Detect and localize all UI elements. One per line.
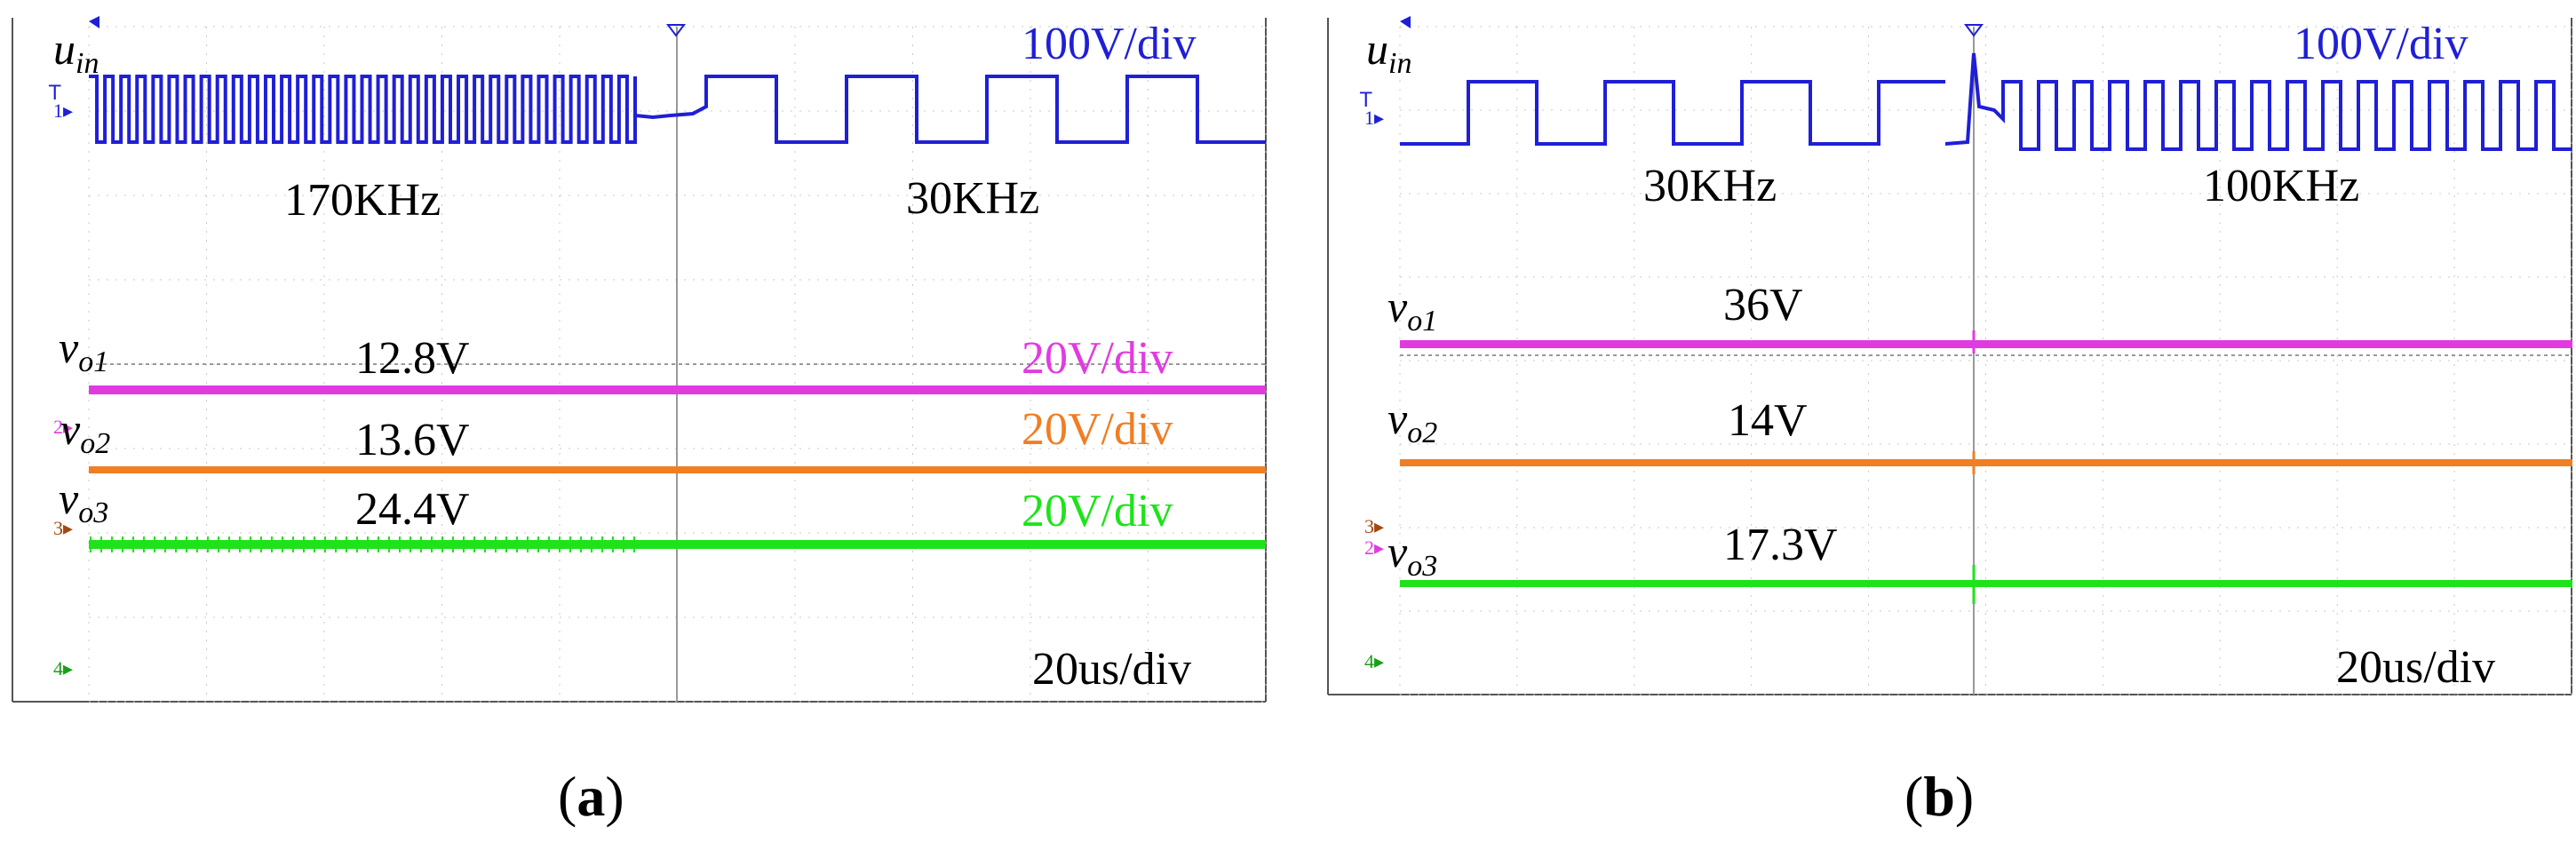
freq-label-b-2: 100KHz xyxy=(2203,161,2359,211)
scale-vo3-a: 20V/div xyxy=(1022,486,1173,536)
label-vo2-b: vo2 xyxy=(1387,393,1437,449)
ch3-marker-b: 3▸ xyxy=(1364,515,1384,537)
trace-uin-b xyxy=(1400,52,2572,151)
value-vo3-a: 24.4V xyxy=(355,484,470,535)
ch1-marker-b: 1▸ xyxy=(1364,107,1384,129)
trace-vo2-a xyxy=(89,466,1266,473)
scale-vo1-a: 20V/div xyxy=(1022,333,1173,384)
trigger-T-marker-a: T xyxy=(48,83,61,105)
trace-vo1-b xyxy=(1400,340,2572,348)
caption-a: (a) xyxy=(558,765,624,828)
grid-a xyxy=(88,26,1267,703)
value-vo1-b: 36V xyxy=(1723,280,1803,330)
label-vo3-a: vo3 xyxy=(59,473,108,529)
scope-panel-a: 1▸ T 2▸ 3▸ 4▸ uin 100V/div 170KHz 30KHz … xyxy=(0,0,1270,711)
label-vo3-b: vo3 xyxy=(1387,527,1437,583)
value-vo2-b: 14V xyxy=(1728,395,1808,446)
scope-panel-b: 1▸ T 3▸ 2▸ 4▸ uin 100V/div 30KHz 100KHz … xyxy=(1324,0,2576,711)
uin-scale-a: 100V/div xyxy=(1022,19,1196,69)
ch2-marker-a: 2▸ xyxy=(53,416,73,438)
scope-a-svg: 1▸ T 2▸ 3▸ 4▸ uin 100V/div 170KHz 30KHz … xyxy=(12,16,1267,703)
ch3-marker-a: 3▸ xyxy=(53,517,73,539)
trace-vo2-b xyxy=(1400,459,2572,466)
scale-vo2-a: 20V/div xyxy=(1022,404,1173,455)
freq-label-b-1: 30KHz xyxy=(1643,161,1777,211)
label-vo2-a: vo2 xyxy=(60,404,110,460)
ch1-offset-arrow-b xyxy=(1400,16,1411,28)
ch1-offset-arrow-a xyxy=(89,16,99,28)
label-vo1-a: vo1 xyxy=(59,322,108,378)
trigger-position-marker-a xyxy=(666,24,686,37)
time-scale-b: 20us/div xyxy=(2336,642,2495,693)
grid-b xyxy=(1399,26,2572,695)
caption-b: (b) xyxy=(1904,765,1975,828)
value-vo3-b: 17.3V xyxy=(1723,520,1838,570)
trace-uin-a xyxy=(89,75,1266,144)
uin-scale-b: 100V/div xyxy=(2294,19,2468,69)
time-scale-a: 20us/div xyxy=(1032,644,1191,695)
noise-vo3-a xyxy=(90,536,635,552)
scope-b-svg: 1▸ T 3▸ 2▸ 4▸ uin 100V/div 30KHz 100KHz … xyxy=(1327,16,2572,695)
ch1-marker-a: 1▸ xyxy=(53,99,73,122)
freq-label-a-1: 170KHz xyxy=(284,175,441,226)
trace-vo3-b xyxy=(1400,580,2572,587)
ch4-marker-a: 4▸ xyxy=(53,657,73,679)
label-uin-b: uin xyxy=(1366,24,1411,80)
trace-vo1-a xyxy=(89,385,1266,394)
label-vo1-b: vo1 xyxy=(1387,282,1437,338)
trigger-position-marker-b xyxy=(1964,24,1984,37)
ch4-marker-b: 4▸ xyxy=(1364,650,1384,672)
value-vo2-a: 13.6V xyxy=(355,415,470,465)
freq-label-a-2: 30KHz xyxy=(906,173,1039,224)
label-uin-a: uin xyxy=(53,24,99,80)
trace-vo3-a xyxy=(89,540,1266,549)
value-vo1-a: 12.8V xyxy=(355,333,470,384)
trigger-T-marker-b: T xyxy=(1359,90,1372,112)
ch2-marker-b: 2▸ xyxy=(1364,536,1384,559)
